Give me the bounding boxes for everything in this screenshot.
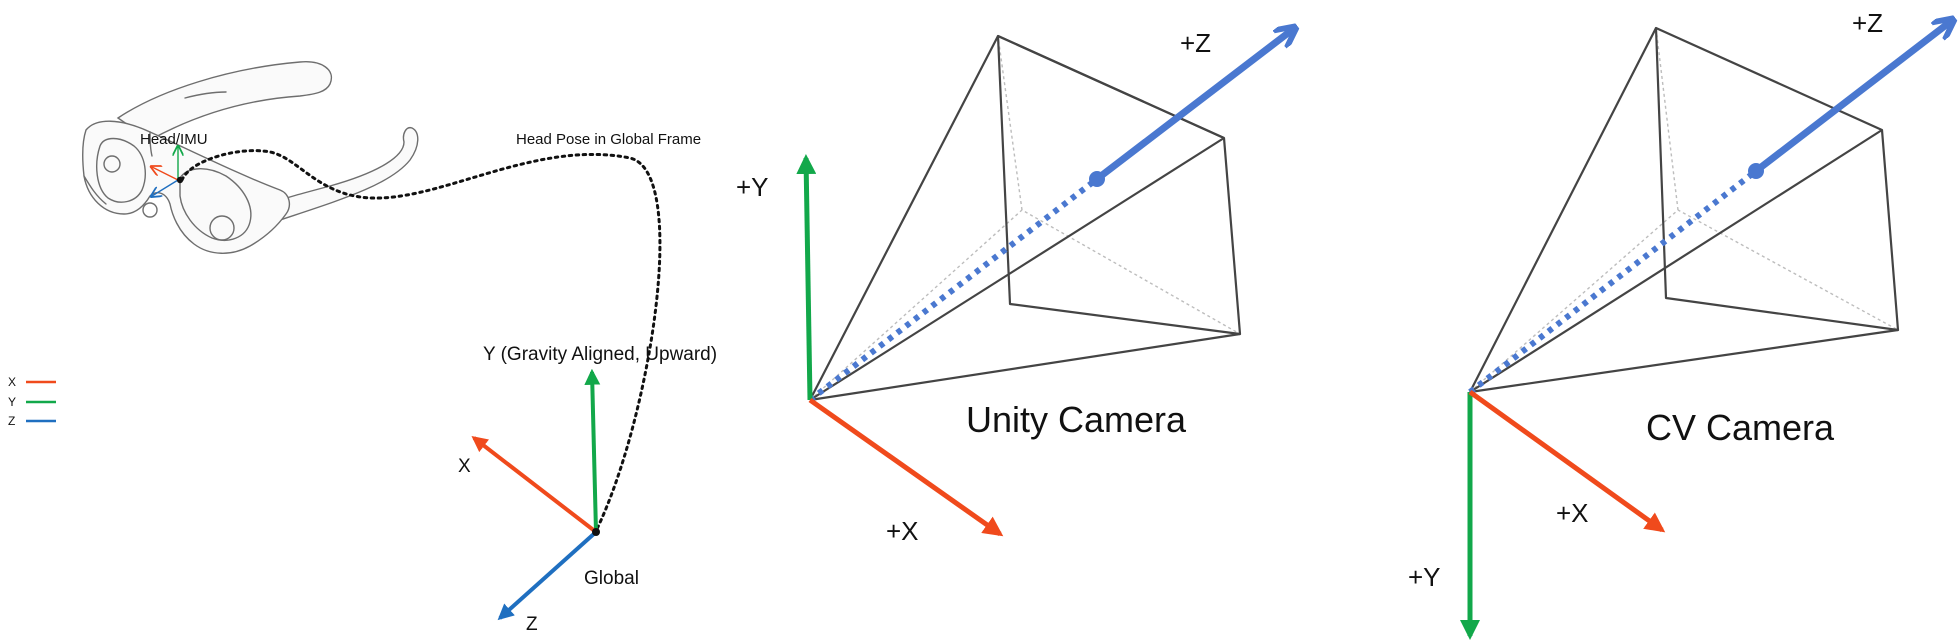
unity-x-label: +X [886,516,919,546]
unity-camera-title: Unity Camera [966,399,1187,440]
legend-x-label: X [8,375,16,389]
global-label: Global [584,568,639,589]
cv-camera-title: CV Camera [1646,407,1835,448]
cv-y-label: +Y [1408,562,1441,592]
legend-y-label: Y [8,395,16,409]
unity-z-axis-hidden [808,176,1099,403]
cv-z-label: +Z [1852,8,1883,38]
cv-camera-frustum [1469,26,1900,394]
unity-z-axis [1093,30,1292,183]
cv-z-axis [1752,22,1950,175]
global-z-label: Z [526,614,538,635]
head-x-axis [152,167,179,181]
global-x-axis [471,436,598,534]
cv-x-label: +X [1556,498,1589,528]
unity-z-label: +Z [1180,28,1211,58]
cv-z-axis-hidden [1468,168,1758,395]
unity-camera-frustum [809,34,1242,402]
head-pose-path [180,149,662,533]
global-y-label: Y (Gravity Aligned, Upward) [483,344,717,365]
head-imu-label: Head/IMU [140,131,208,148]
global-z-axis [497,530,598,621]
global-origin-dot [592,528,600,536]
ar-glasses-icon [81,61,419,254]
head-pose-label: Head Pose in Global Frame [516,131,701,148]
legend-z-label: Z [8,414,15,428]
head-z-axis [152,179,179,196]
axis-legend: X Y Z [8,375,56,428]
cv-x-axis [1468,389,1666,533]
unity-y-axis [796,154,817,401]
global-y-axis [584,368,601,533]
unity-y-label: +Y [736,172,769,202]
global-x-label: X [458,456,471,477]
unity-x-axis [808,397,1004,537]
